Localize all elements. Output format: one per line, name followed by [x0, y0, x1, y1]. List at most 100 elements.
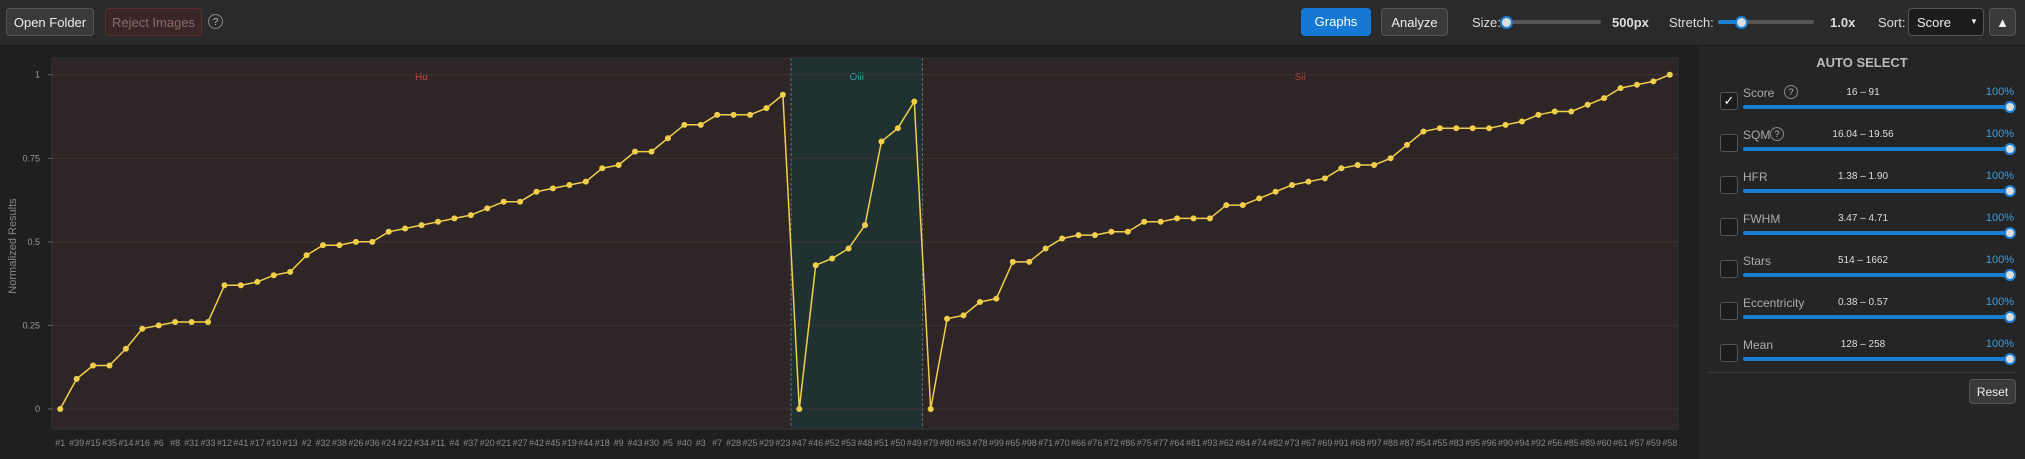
x-tick-label: #20	[480, 438, 495, 448]
item-slider[interactable]	[1743, 315, 2011, 319]
data-point	[648, 148, 655, 155]
x-tick-label: #26	[348, 438, 363, 448]
x-tick-label: #95	[1465, 438, 1480, 448]
data-point	[139, 325, 146, 332]
item-slider[interactable]	[1743, 105, 2011, 109]
data-point	[599, 165, 606, 172]
item-slider-knob[interactable]	[2004, 269, 2016, 281]
data-point	[451, 215, 458, 222]
x-tick-label: #34	[414, 438, 429, 448]
x-tick-label: #77	[1153, 438, 1168, 448]
y-axis-label: Normalized Results	[7, 198, 19, 294]
data-point	[188, 319, 195, 326]
item-label: Stars	[1743, 254, 1772, 268]
x-tick-label: #46	[808, 438, 823, 448]
x-tick-label: #40	[677, 438, 692, 448]
checkbox[interactable]	[1720, 218, 1738, 236]
graphs-button[interactable]: Graphs	[1301, 8, 1371, 36]
y-tick-label: 0	[35, 404, 40, 414]
data-point	[122, 345, 129, 352]
x-tick-label: #75	[1137, 438, 1152, 448]
x-tick-label: #73	[1285, 438, 1300, 448]
x-tick-label: #47	[792, 438, 807, 448]
x-tick-label: #25	[743, 438, 758, 448]
item-slider-knob[interactable]	[2004, 311, 2016, 323]
sort-select[interactable]: Score	[1908, 8, 1984, 36]
x-tick-label: #93	[1202, 438, 1217, 448]
item-range: 3.47 – 4.71	[1837, 213, 1889, 224]
toolbar: Open Folder Reject Images ? Graphs Analy…	[0, 0, 2025, 46]
x-tick-label: #41	[233, 438, 248, 448]
data-point	[1206, 215, 1213, 222]
auto-select-panel: AUTO SELECT Reset ✓ Score? 16 – 91 100% SQM?…	[1697, 46, 2025, 459]
x-tick-label: #33	[201, 438, 216, 448]
x-tick-label: #79	[923, 438, 938, 448]
item-slider[interactable]	[1743, 147, 2011, 151]
help-icon[interactable]: ?	[208, 14, 223, 29]
x-tick-label: #50	[890, 438, 905, 448]
data-point	[1174, 215, 1181, 222]
x-tick-label: #92	[1531, 438, 1546, 448]
x-tick-label: #49	[907, 438, 922, 448]
x-tick-label: #98	[1022, 438, 1037, 448]
data-point	[894, 125, 901, 132]
data-point	[1453, 125, 1460, 132]
data-point	[320, 242, 326, 249]
stretch-slider-knob[interactable]	[1735, 16, 1748, 29]
sort-direction-button[interactable]: ▲	[1989, 8, 2016, 36]
x-tick-label: #6	[154, 438, 164, 448]
data-point	[1141, 218, 1148, 225]
data-point	[1502, 121, 1509, 128]
x-tick-label: #19	[562, 438, 577, 448]
data-point	[615, 161, 622, 168]
stretch-slider[interactable]	[1718, 20, 1814, 24]
item-slider[interactable]	[1743, 231, 2011, 235]
x-tick-label: #22	[398, 438, 413, 448]
data-point	[237, 282, 244, 289]
checkbox[interactable]	[1720, 260, 1738, 278]
item-slider-knob[interactable]	[2004, 353, 2016, 365]
data-point	[911, 98, 918, 105]
data-point	[730, 111, 737, 118]
x-tick-label: #97	[1367, 438, 1382, 448]
data-point	[1157, 218, 1164, 225]
x-tick-label: #35	[102, 438, 117, 448]
item-slider-knob[interactable]	[2004, 101, 2016, 113]
checkbox[interactable]	[1720, 134, 1738, 152]
reset-button[interactable]: Reset	[1969, 379, 2016, 404]
item-slider-knob[interactable]	[2004, 227, 2016, 239]
size-slider-knob[interactable]	[1500, 16, 1513, 29]
data-point	[1633, 81, 1640, 88]
x-tick-label: #71	[1038, 438, 1053, 448]
data-point	[960, 312, 967, 319]
x-tick-label: #86	[1120, 438, 1135, 448]
size-slider[interactable]	[1505, 20, 1601, 24]
analyze-button[interactable]: Analyze	[1381, 8, 1448, 36]
data-point	[1354, 161, 1361, 168]
item-slider-knob[interactable]	[2004, 185, 2016, 197]
item-slider[interactable]	[1743, 357, 2011, 361]
y-tick-label: 0.5	[27, 237, 40, 247]
checkbox[interactable]	[1720, 176, 1738, 194]
checkbox[interactable]	[1720, 302, 1738, 320]
data-point	[254, 278, 261, 285]
item-slider[interactable]	[1743, 273, 2011, 277]
help-icon[interactable]: ?	[1770, 127, 1784, 141]
data-point	[1091, 232, 1098, 239]
help-icon[interactable]: ?	[1784, 85, 1798, 99]
x-tick-label: #87	[1399, 438, 1414, 448]
x-tick-label: #43	[628, 438, 643, 448]
data-point	[1420, 128, 1427, 135]
item-slider[interactable]	[1743, 189, 2011, 193]
x-tick-label: #17	[250, 438, 265, 448]
group-label: Oiii	[850, 72, 864, 83]
checkbox[interactable]: ✓	[1720, 92, 1738, 110]
data-point	[582, 178, 589, 185]
data-point	[369, 238, 376, 245]
item-slider-knob[interactable]	[2004, 143, 2016, 155]
checkbox[interactable]	[1720, 344, 1738, 362]
data-point	[779, 91, 786, 98]
open-folder-button[interactable]: Open Folder	[6, 8, 94, 36]
reject-images-button[interactable]: Reject Images	[105, 8, 202, 36]
x-tick-label: #23	[775, 438, 790, 448]
